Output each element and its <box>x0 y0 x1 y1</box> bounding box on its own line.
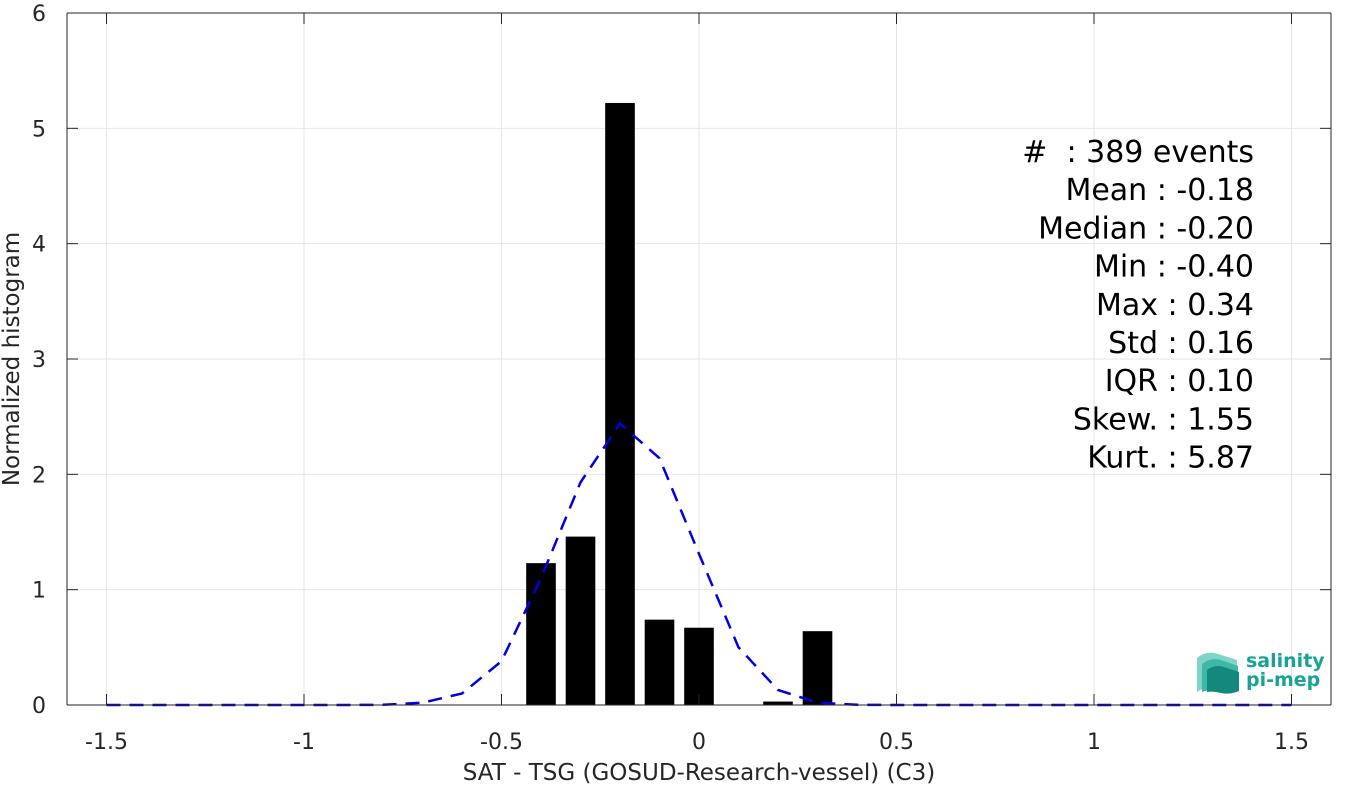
y-tick-label-6: 6 <box>32 2 46 27</box>
x-tick-label-5: 1 <box>1087 730 1101 755</box>
y-tick-label-1: 1 <box>32 579 46 604</box>
stat-annotation-4: Max : 0.34 <box>1096 288 1254 323</box>
x-tick-label-3: 0 <box>692 730 706 755</box>
tick-labels: -1.5 -1 -0.5 0 0.5 1 1.5 0 1 2 3 4 5 6 <box>32 2 1309 755</box>
stat-annotation-5: Std : 0.16 <box>1108 326 1254 361</box>
stat-annotation-8: Kurt. : 5.87 <box>1087 441 1254 476</box>
histogram-bar-5 <box>763 701 793 705</box>
y-tick-label-3: 3 <box>32 348 46 373</box>
x-tick-label-1: -1 <box>293 730 315 755</box>
axes <box>66 12 1332 706</box>
histogram-bar-0 <box>526 563 556 705</box>
x-tick-label-4: 0.5 <box>879 730 914 755</box>
y-tick-label-5: 5 <box>32 117 46 142</box>
stat-annotation-2: Median : -0.20 <box>1038 211 1254 246</box>
y-tick-label-4: 4 <box>32 233 46 258</box>
salinity-pi-mep-logo: salinity pi-mep <box>1197 650 1325 694</box>
histogram-bar-1 <box>565 536 596 705</box>
histogram-bar-3 <box>644 619 675 705</box>
stat-annotation-7: Skew. : 1.55 <box>1073 402 1254 437</box>
x-axis-label: SAT - TSG (GOSUD-Research-vessel) (C3) <box>463 760 935 785</box>
y-tick-label-2: 2 <box>32 463 46 488</box>
histogram-bar-4 <box>684 627 714 705</box>
stat-annotation-1: Mean : -0.18 <box>1065 173 1254 208</box>
histogram-bar-2 <box>605 102 635 705</box>
logo-text-line1: salinity <box>1246 650 1325 672</box>
x-tick-label-2: -0.5 <box>480 730 523 755</box>
x-tick-label-0: -1.5 <box>85 730 128 755</box>
histogram-bars <box>526 102 833 705</box>
logo-text-line2: pi-mep <box>1246 669 1320 691</box>
stat-annotation-0: # : 389 events <box>1022 135 1254 170</box>
stat-annotation-3: Min : -0.40 <box>1094 250 1254 285</box>
x-tick-label-6: 1.5 <box>1274 730 1309 755</box>
stat-annotation-6: IQR : 0.10 <box>1105 364 1254 399</box>
histogram-bar-6 <box>802 631 833 705</box>
y-axis-label: Normalized histogram <box>0 232 25 486</box>
wave-logo-icon <box>1197 652 1239 694</box>
y-tick-label-0: 0 <box>32 694 46 719</box>
